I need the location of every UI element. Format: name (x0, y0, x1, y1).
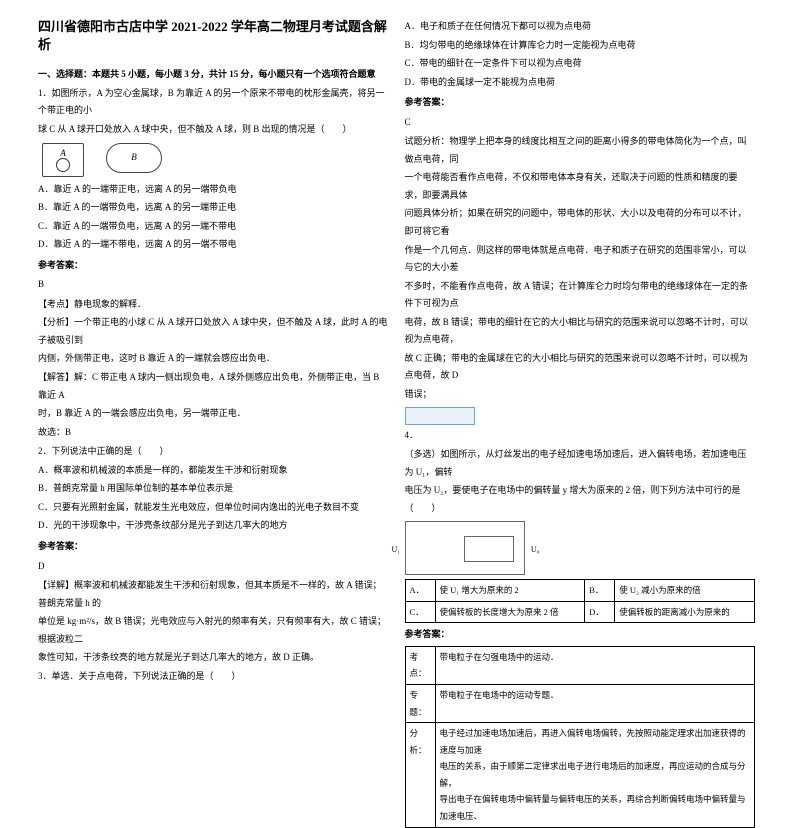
q2-jiexi-3: 象性可知，干涉条纹亮的地方就是光子到达几率大的地方，故 D 正确。 (38, 649, 389, 667)
q1-fenxi-2: 内侧，外侧带正电，这时 B 靠近 A 的一端就会感应出负电． (38, 350, 389, 368)
opt-a-text: 使 U₁ 增大为原来的 2 (435, 580, 585, 602)
q3-option-d: D．带电的金属球一定不能视为点电荷 (405, 74, 756, 92)
opt-d-text: 使偏转板的距离减小为原来的 (615, 601, 755, 623)
q2-stem: 2．下列说法中正确的是（ ） (38, 443, 389, 461)
table-row: A． 使 U₁ 增大为原来的 2 B． 使 U₂ 减小为原来的倍 (405, 580, 755, 602)
figure-sphere-a: A (42, 143, 84, 177)
q2-option-d: D．光的干涉现象中，干涉亮条纹部分是光子到达几率大的地方 (38, 517, 389, 535)
q3-ref-head: 参考答案： (405, 94, 756, 112)
zhuanti-label: 专题： (405, 685, 435, 723)
q2-jiexi-1: 【详解】概率波和机械波都能发生干涉和衍射现象，但其本质是不一样的，故 A 错误；… (38, 577, 389, 612)
q1-ref-head: 参考答案： (38, 257, 389, 275)
q5-options-table: A． 使 U₁ 增大为原来的 2 B． 使 U₂ 减小为原来的倍 C． 使偏转板… (405, 579, 756, 623)
q1-jieda-1: 【解答】解：C 带正电 A 球内一侧出现负电，A 球外侧感应出负电，外侧带正电，… (38, 369, 389, 404)
kaodian-label: 考点： (405, 646, 435, 684)
q5-analysis-table: 考点： 带电粒子在匀强电场中的运动． 专题： 带电粒子在电场中的运动专题． 分析… (405, 646, 756, 828)
q3-option-c: C．带电的细针在一定条件下可以视为点电荷 (405, 55, 756, 73)
q1-figure: A B (42, 143, 389, 177)
q2-ref-head: 参考答案： (38, 538, 389, 556)
kaodian-text: 带电粒子在匀强电场中的运动． (435, 646, 755, 684)
opt-a-label: A． (405, 580, 435, 602)
figure-sphere-b: B (106, 143, 162, 173)
circuit-plates (464, 536, 514, 562)
q1-option-b: B．靠近 A 的一端带负电，远离 A 的另一端带正电 (38, 199, 389, 217)
q3-fx1: 试题分析：物理学上把本身的线度比相互之间的距离小得多的带电体简化为一个点，叫做点… (405, 133, 756, 168)
q5-stem-2: 电压为 U₂，要使电子在电场中的偏转量 y 增大为原来的 2 倍，则下列方法中可… (405, 482, 756, 517)
q3-fx4: 作是一个几何点．则这样的带电体就是点电荷．电子和质子在研究的范围非常小，可以与它… (405, 242, 756, 277)
q3-option-a: A．电子和质子在任何情况下都可以视为点电荷 (405, 18, 756, 36)
figure-label-a: A (60, 145, 66, 163)
q5-ref-head: 参考答案： (405, 626, 756, 644)
q3-fx5: 不多时，不能看作点电荷，故 A 错误；在计算库仑力时均匀带电的绝缘球体在一定的条… (405, 278, 756, 313)
figure-label-b: B (131, 149, 137, 167)
q2-option-b: B．普朗克常量 h 用国际单位制的基本单位表示是 (38, 480, 389, 498)
opt-c-label: C． (405, 601, 435, 623)
q2-option-a: A．概率波和机械波的本质是一样的，都能发生干涉和衍射现象 (38, 462, 389, 480)
q2-answer: D (38, 558, 389, 576)
section-1-head: 一、选择题：本题共 5 小题，每小题 3 分，共计 15 分，每小题只有一个选项… (38, 66, 389, 84)
q3-fx6: 电荷，故 B 错误；带电的细针在它的大小相比与研究的范围来说可以忽略不计时，可以… (405, 314, 756, 349)
q1-kaodian: 【考点】静电现象的解释． (38, 296, 389, 314)
q3-fx8: 错误； (405, 386, 756, 404)
opt-c-text: 使偏转板的长度增大为原来 2 倍 (435, 601, 585, 623)
fenxi-label: 分析： (405, 723, 435, 827)
q3-answer: C (405, 114, 756, 132)
right-column: A．电子和质子在任何情况下都可以视为点电荷 B．均匀带电的绝缘球体在计算库仑力时… (397, 18, 764, 543)
fenxi-text: 电子经过加速电场加速后，再进入偏转电场偏转，先按照动能定理求出加速获得的速度与加… (435, 723, 755, 827)
q1-answer: B (38, 276, 389, 294)
q3-stem: 3．单选．关于点电荷，下列说法正确的是（ ） (38, 668, 389, 686)
q1-jieda-3: 故选：B (38, 424, 389, 442)
table-row: 考点： 带电粒子在匀强电场中的运动． (405, 646, 755, 684)
opt-d-label: D． (585, 601, 615, 623)
q1-jieda-2: 时，B 靠近 A 的一端会感应出负电，另一端带正电． (38, 405, 389, 423)
q2-option-c: C．只要有光照射金属，就能发生光电效应，但单位时间内逸出的光电子数目不变 (38, 499, 389, 517)
q3-fx7: 故 C 正确；带电的金属球在它的大小相比与研究的范围来说可以忽略不计时，可以视为… (405, 350, 756, 385)
opt-b-text: 使 U₂ 减小为原来的倍 (615, 580, 755, 602)
blue-image-placeholder (405, 407, 475, 425)
fenxi-line1: 电子经过加速电场加速后，再进入偏转电场偏转，先按照动能定理求出加速获得的速度与加… (440, 725, 751, 758)
left-column: 四川省德阳市古店中学 2021-2022 学年高二物理月考试题含解析 一、选择题… (30, 18, 397, 543)
q5-stem-1: （多选）如图所示，从灯丝发出的电子经加速电场加速后，进入偏转电场，若加速电压为 … (405, 446, 756, 481)
q4-number: 4． (405, 427, 756, 445)
table-row: C． 使偏转板的长度增大为原来 2 倍 D． 使偏转板的距离减小为原来的 (405, 601, 755, 623)
q1-option-c: C．靠近 A 的一端带负电，远离 A 的另一端不带电 (38, 218, 389, 236)
opt-b-label: B． (585, 580, 615, 602)
q1-stem-line1: 1．如图所示，A 为空心金属球，B 为靠近 A 的另一个原来不带电的枕形金属壳，… (38, 85, 389, 120)
fenxi-line2: 电压的关系，由于顺第二定律求出电子进行电场后的加速度，再应运动的合成与分解， (440, 758, 751, 791)
table-row: 专题： 带电粒子在电场中的运动专题． (405, 685, 755, 723)
q1-option-a: A．靠近 A 的一端带正电，远离 A 的另一端带负电 (38, 181, 389, 199)
q3-fx3: 问题具体分析；如果在研究的问题中，带电体的形状、大小以及电荷的分布可以不计，即可… (405, 205, 756, 240)
q1-stem-line2: 球 C 从 A 球开口处放入 A 球中央，但不触及 A 球，则 B 出现的情况是… (38, 121, 389, 139)
q1-fenxi-1: 【分析】一个带正电的小球 C 从 A 球开口处放入 A 球中央，但不触及 A 球… (38, 314, 389, 349)
circuit-label-u0: U₀ (531, 542, 540, 558)
q2-jiexi-2: 单位是 kg·m²/s，故 B 错误；光电效应与入射光的频率有关，只有频率有大，… (38, 613, 389, 648)
circuit-figure: U₁ U₀ (405, 521, 525, 575)
fenxi-line3: 导出电子在偏转电场中偏转量与偏转电压的关系，再综合判断偏转电场中偏转量与加速电压… (440, 791, 751, 824)
q3-fx2: 一个电荷能否看作点电荷，不仅和带电体本身有关，还取决于问题的性质和精度的要求，即… (405, 169, 756, 204)
zhuanti-text: 带电粒子在电场中的运动专题． (435, 685, 755, 723)
doc-title: 四川省德阳市古店中学 2021-2022 学年高二物理月考试题含解析 (38, 18, 389, 54)
q3-option-b: B．均匀带电的绝缘球体在计算库仑力时一定能视为点电荷 (405, 37, 756, 55)
q1-option-d: D．靠近 A 的一端不带电，远离 A 的另一端不带电 (38, 236, 389, 254)
table-row: 分析： 电子经过加速电场加速后，再进入偏转电场偏转，先按照动能定理求出加速获得的… (405, 723, 755, 827)
circuit-label-u1: U₁ (392, 542, 401, 558)
